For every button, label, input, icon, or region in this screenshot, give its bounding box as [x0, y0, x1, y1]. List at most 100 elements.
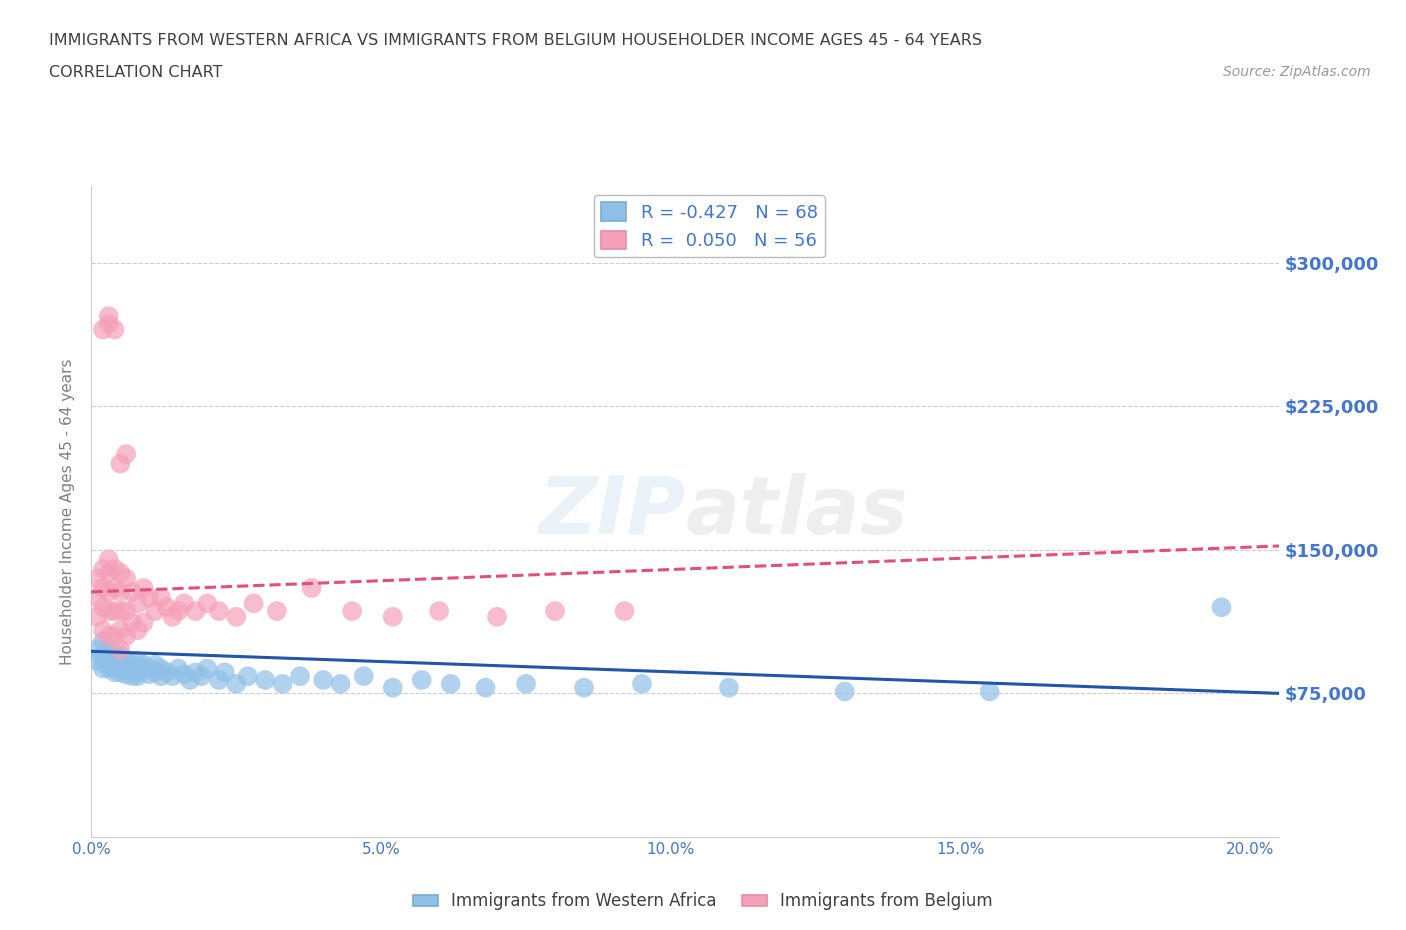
Point [544, 604, 567, 618]
Point [138, 661, 160, 676]
Point [411, 672, 433, 687]
Point [184, 604, 207, 618]
Point [353, 669, 375, 684]
Point [103, 629, 125, 644]
Point [121, 658, 143, 672]
Point [110, 642, 132, 657]
Point [132, 615, 155, 630]
Point [440, 676, 463, 691]
Point [208, 672, 231, 687]
Point [162, 669, 184, 684]
Point [427, 604, 450, 618]
Point [103, 658, 125, 672]
Point [381, 609, 404, 624]
Point [486, 609, 509, 624]
Point [97, 565, 120, 580]
Point [91, 600, 114, 615]
Point [143, 658, 166, 672]
Point [91, 562, 114, 577]
Point [717, 680, 740, 695]
Point [97, 658, 120, 672]
Point [173, 667, 195, 682]
Point [138, 591, 160, 605]
Point [115, 658, 138, 672]
Point [110, 565, 132, 580]
Point [225, 676, 247, 691]
Point [103, 562, 125, 577]
Point [97, 584, 120, 599]
Point [91, 623, 114, 638]
Point [301, 580, 323, 595]
Point [271, 676, 294, 691]
Point [162, 609, 184, 624]
Point [266, 604, 288, 618]
Point [121, 661, 143, 676]
Point [115, 654, 138, 669]
Legend: Immigrants from Western Africa, Immigrants from Belgium: Immigrants from Western Africa, Immigran… [406, 885, 1000, 917]
Point [110, 658, 132, 672]
Point [110, 647, 132, 662]
Point [631, 676, 654, 691]
Point [97, 604, 120, 618]
Point [97, 642, 120, 657]
Point [115, 446, 138, 461]
Point [156, 600, 179, 615]
Y-axis label: Householder Income Ages 45 - 64 years: Householder Income Ages 45 - 64 years [60, 358, 76, 665]
Point [97, 661, 120, 676]
Point [97, 647, 120, 662]
Text: atlas: atlas [685, 472, 908, 551]
Point [143, 665, 166, 680]
Point [115, 629, 138, 644]
Point [91, 661, 114, 676]
Point [149, 591, 172, 605]
Point [184, 665, 207, 680]
Point [110, 623, 132, 638]
Point [115, 604, 138, 618]
Point [110, 457, 132, 472]
Point [340, 604, 363, 618]
Point [121, 584, 143, 599]
Point [86, 654, 108, 669]
Point [115, 667, 138, 682]
Point [143, 604, 166, 618]
Point [208, 604, 231, 618]
Point [91, 580, 114, 595]
Point [115, 571, 138, 586]
Point [91, 647, 114, 662]
Point [572, 680, 595, 695]
Point [103, 652, 125, 667]
Point [173, 596, 195, 611]
Point [474, 680, 496, 695]
Point [225, 609, 247, 624]
Point [91, 634, 114, 649]
Point [214, 665, 236, 680]
Point [110, 584, 132, 599]
Point [195, 596, 218, 611]
Point [91, 322, 114, 337]
Point [613, 604, 636, 618]
Point [138, 667, 160, 682]
Point [236, 669, 259, 684]
Legend: R = -0.427   N = 68, R =  0.050   N = 56: R = -0.427 N = 68, R = 0.050 N = 56 [593, 195, 825, 258]
Point [97, 551, 120, 566]
Point [156, 665, 179, 680]
Point [103, 661, 125, 676]
Point [329, 676, 352, 691]
Point [110, 654, 132, 669]
Point [86, 591, 108, 605]
Point [179, 672, 201, 687]
Point [97, 309, 120, 324]
Text: CORRELATION CHART: CORRELATION CHART [49, 65, 222, 80]
Point [91, 654, 114, 669]
Point [103, 665, 125, 680]
Point [167, 604, 190, 618]
Point [254, 672, 277, 687]
Text: IMMIGRANTS FROM WESTERN AFRICA VS IMMIGRANTS FROM BELGIUM HOUSEHOLDER INCOME AGE: IMMIGRANTS FROM WESTERN AFRICA VS IMMIGR… [49, 33, 983, 47]
Point [103, 604, 125, 618]
Point [97, 316, 120, 331]
Point [127, 654, 149, 669]
Point [103, 322, 125, 337]
Text: ZIP: ZIP [538, 472, 685, 551]
Point [86, 571, 108, 586]
Point [86, 642, 108, 657]
